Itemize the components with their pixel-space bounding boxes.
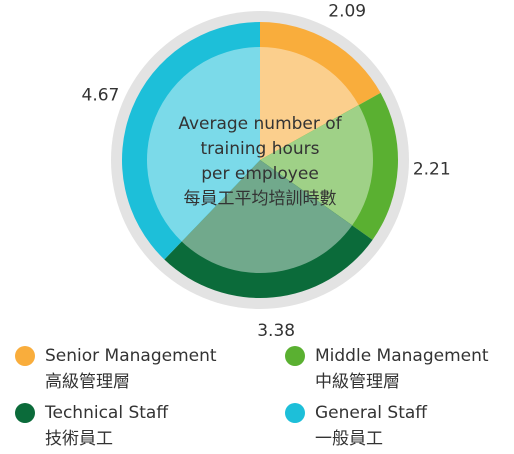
center-label: per employee	[201, 164, 319, 184]
inner-tint	[260, 105, 374, 226]
value-label: 4.67	[82, 86, 120, 106]
legend-swatch	[15, 346, 35, 366]
inner-tint	[260, 47, 359, 160]
inner-segment	[260, 105, 374, 226]
inner-tint	[147, 47, 260, 242]
legend-label: Senior Management	[45, 346, 217, 366]
legend-label-zh: 技術員工	[45, 429, 113, 449]
inner-segment	[181, 160, 353, 273]
center-label: Average number of	[178, 114, 342, 134]
value-label: 2.21	[413, 159, 451, 179]
legend-swatch	[15, 403, 35, 423]
value-label: 3.38	[257, 321, 295, 341]
legend-label: Middle Management	[315, 346, 489, 366]
legend-label-zh: 中級管理層	[315, 372, 400, 392]
center-label: training hours	[200, 139, 319, 159]
legend-swatch	[285, 346, 305, 366]
value-label: 2.09	[328, 2, 366, 22]
legend-label-zh: 一般員工	[315, 429, 383, 449]
legend-label: General Staff	[315, 403, 428, 423]
legend-label-zh: 高級管理層	[45, 372, 130, 392]
center-label: 每員工平均培訓時數	[184, 189, 337, 209]
legend-swatch	[285, 403, 305, 423]
inner-tint	[181, 160, 353, 273]
inner-segment	[147, 47, 260, 242]
inner-segment	[260, 47, 359, 160]
legend-label: Technical Staff	[44, 403, 169, 423]
